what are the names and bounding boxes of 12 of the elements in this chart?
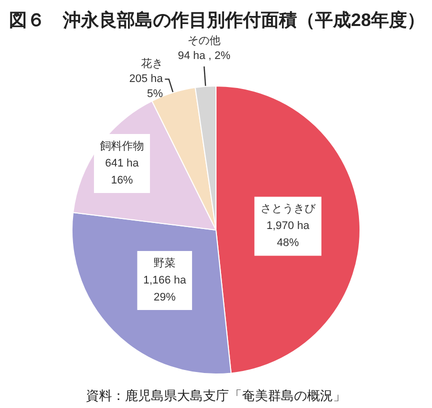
data-label: 205 ha 5% [129, 73, 164, 100]
slice-label: 飼料作物 [100, 139, 144, 152]
data-label: 1,166 ha 29% [143, 274, 187, 304]
slice-label: その他 [188, 34, 221, 47]
data-label: 641 ha 16% [105, 157, 140, 186]
text: 資料：鹿児島県大島支庁「奄美群島の概況」 [86, 388, 346, 403]
slice-label: さとうきび [260, 203, 316, 216]
slice-label: 野菜 [154, 256, 176, 270]
data-label: 1,970 ha 48% [266, 220, 310, 250]
chart-title: 図６ 沖永良部島の作目別作付面積（平成28年度） [9, 10, 426, 30]
data-label: 94 ha , 2% [178, 50, 231, 62]
slice-label: 花き [140, 57, 163, 70]
